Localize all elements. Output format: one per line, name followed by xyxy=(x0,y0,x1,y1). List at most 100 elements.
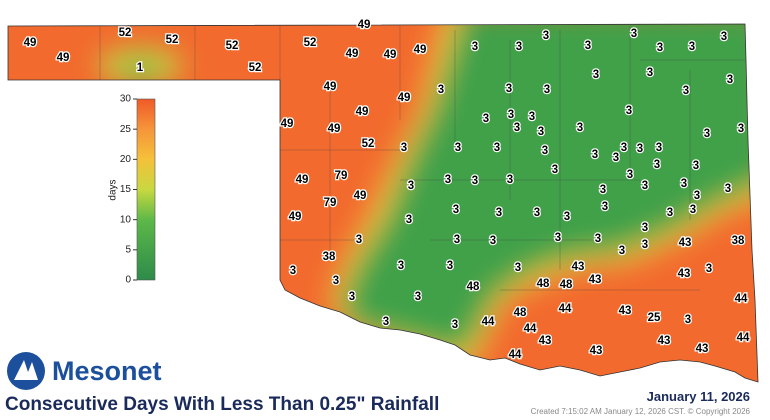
station-value: 49 xyxy=(346,48,359,60)
station-value: 3 xyxy=(496,207,502,219)
station-value: 49 xyxy=(57,52,70,64)
station-value: 43 xyxy=(679,237,692,249)
station-value: 44 xyxy=(509,349,522,361)
station-value: 49 xyxy=(398,92,411,104)
station-value: 3 xyxy=(538,126,544,138)
station-value: 49 xyxy=(358,19,371,31)
station-value: 43 xyxy=(619,305,632,317)
station-value: 3 xyxy=(727,74,733,86)
station-value: 3 xyxy=(654,159,660,171)
state-outline xyxy=(7,23,759,383)
station-value: 44 xyxy=(737,332,750,344)
station-value: 3 xyxy=(406,214,412,226)
station-value: 49 xyxy=(414,44,427,56)
station-value: 49 xyxy=(324,81,337,93)
station-value: 49 xyxy=(296,174,309,186)
station-value: 3 xyxy=(642,180,648,192)
station-value: 3 xyxy=(543,30,549,42)
station-value: 3 xyxy=(333,275,339,287)
station-value: 3 xyxy=(408,180,414,192)
station-value: 52 xyxy=(226,40,239,52)
station-value: 3 xyxy=(689,41,695,53)
station-value: 3 xyxy=(552,164,558,176)
station-value: 3 xyxy=(647,67,653,79)
station-value: 52 xyxy=(119,27,132,39)
station-value: 3 xyxy=(585,40,591,52)
colorbar-tick-label: 10 xyxy=(120,214,132,225)
station-value: 3 xyxy=(657,42,663,54)
station-value: 48 xyxy=(537,278,550,290)
station-value: 3 xyxy=(515,262,521,274)
logo: Mesonet xyxy=(7,352,162,390)
station-value: 3 xyxy=(577,122,583,134)
station-value: 43 xyxy=(589,274,602,286)
station-value: 3 xyxy=(542,145,548,157)
station-value: 3 xyxy=(401,142,407,154)
station-value: 25 xyxy=(648,312,661,324)
station-value: 3 xyxy=(613,152,619,164)
station-value: 3 xyxy=(508,109,514,121)
station-value: 3 xyxy=(642,222,648,234)
station-value: 3 xyxy=(516,41,522,53)
station-value: 3 xyxy=(725,183,731,195)
colorbar-ticks: 0 5 10 15 20 25 30 xyxy=(120,94,137,286)
station-value: 3 xyxy=(637,143,643,155)
station-value: 3 xyxy=(593,69,599,81)
station-value: 3 xyxy=(452,319,458,331)
colorbar-tick-label: 25 xyxy=(120,124,132,135)
station-value: 3 xyxy=(383,316,389,328)
station-value: 3 xyxy=(506,83,512,95)
station-value: 3 xyxy=(690,204,696,216)
station-value: 49 xyxy=(289,211,302,223)
station-value: 38 xyxy=(732,235,745,247)
station-value: 3 xyxy=(514,122,520,134)
colorbar-tick-label: 0 xyxy=(125,275,131,286)
station-value: 3 xyxy=(445,174,451,186)
station-value: 1 xyxy=(137,62,144,74)
title: Consecutive Days With Less Than 0.25" Ra… xyxy=(5,394,439,415)
station-value: 43 xyxy=(539,335,552,347)
station-value: 3 xyxy=(453,204,459,216)
station-value: 79 xyxy=(324,197,337,209)
station-value: 3 xyxy=(564,211,570,223)
station-value: 49 xyxy=(384,49,397,61)
station-value: 3 xyxy=(494,142,500,154)
station-value: 3 xyxy=(290,265,296,277)
station-value: 3 xyxy=(534,207,540,219)
station-value: 44 xyxy=(735,293,748,305)
colorbar-tick-label: 20 xyxy=(120,154,132,165)
station-value: 3 xyxy=(602,201,608,213)
colorbar-tick-label: 5 xyxy=(125,244,131,255)
station-value: 44 xyxy=(559,303,572,315)
colorbar xyxy=(136,98,156,281)
station-value: 48 xyxy=(467,281,480,293)
station-value: 38 xyxy=(323,251,336,263)
station-value: 3 xyxy=(356,234,362,246)
colorbar-label: days xyxy=(108,179,119,200)
station-value: 3 xyxy=(631,28,637,40)
station-value: 52 xyxy=(304,37,317,49)
station-value: 3 xyxy=(706,263,712,275)
station-value: 3 xyxy=(472,41,478,53)
station-value: 3 xyxy=(398,260,404,272)
station-value: 43 xyxy=(658,335,671,347)
station-value: 3 xyxy=(667,207,673,219)
station-value: 3 xyxy=(621,142,627,154)
station-value: 48 xyxy=(560,279,573,291)
created: Created 7:15:02 AM January 12, 2026 CST.… xyxy=(531,407,751,416)
station-value: 3 xyxy=(704,128,710,140)
station-value: 3 xyxy=(595,233,601,245)
station-value: 3 xyxy=(721,31,727,43)
station-value: 3 xyxy=(507,174,513,186)
station-value: 49 xyxy=(354,190,367,202)
station-value: 43 xyxy=(590,345,603,357)
station-value: 3 xyxy=(544,84,550,96)
station-value: 3 xyxy=(447,260,453,272)
station-value: 52 xyxy=(166,34,179,46)
station-value: 43 xyxy=(678,268,691,280)
station-value: 43 xyxy=(572,261,585,273)
station-value: 3 xyxy=(656,142,662,154)
station-value: 44 xyxy=(482,316,495,328)
station-value: 3 xyxy=(483,113,489,125)
